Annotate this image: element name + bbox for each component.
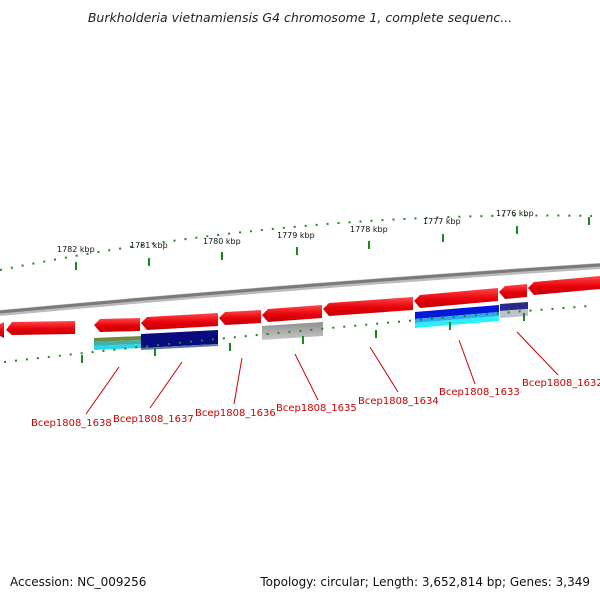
genome-stats-text: Topology: circular; Length: 3,652,814 bp… xyxy=(260,575,590,589)
feature-track xyxy=(94,302,528,350)
gene-arrow[interactable] xyxy=(323,297,413,316)
ruler-tick-label: 1781 kbp xyxy=(130,241,168,250)
accession-text: Accession: NC_009256 xyxy=(10,575,147,589)
inner-ruler-dots xyxy=(3,305,591,363)
gene-labels: Bcep1808_1638 Bcep1808_1637 Bcep1808_163… xyxy=(31,378,600,429)
gene-arrow[interactable] xyxy=(0,322,4,338)
feature-bar xyxy=(500,302,528,311)
feature-bar xyxy=(415,305,499,319)
gene-track xyxy=(0,276,600,338)
feature-bar xyxy=(262,322,323,340)
inner-ruler xyxy=(3,305,591,363)
chromosome-backbone xyxy=(0,263,600,316)
leader-line xyxy=(294,353,319,401)
gene-label[interactable]: Bcep1808_1633 xyxy=(439,387,520,398)
leader-line xyxy=(458,339,476,385)
backbone-line xyxy=(0,263,600,314)
feature-bar xyxy=(94,344,141,350)
gene-label[interactable]: Bcep1808_1638 xyxy=(31,418,112,429)
ruler-tick-label: 1782 kbp xyxy=(57,245,95,254)
gene-arrow[interactable] xyxy=(414,288,498,308)
ruler-tick-label: 1778 kbp xyxy=(350,225,388,234)
ruler-tick-label: 1776 kbp xyxy=(496,209,534,218)
gene-label[interactable]: Bcep1808_1632 xyxy=(522,378,600,389)
leader-line xyxy=(149,361,183,409)
outer-ruler-dots xyxy=(0,214,593,271)
gene-arrow[interactable] xyxy=(94,318,140,332)
outer-ruler xyxy=(0,214,593,271)
gene-label[interactable]: Bcep1808_1637 xyxy=(113,414,194,425)
gene-arrow[interactable] xyxy=(6,321,75,335)
gene-label[interactable]: Bcep1808_1634 xyxy=(358,396,439,407)
inner-ruler-major-ticks xyxy=(81,313,525,363)
gene-label-leaders xyxy=(85,331,559,415)
feature-bar xyxy=(141,330,218,348)
gene-arrow[interactable] xyxy=(499,284,527,299)
ruler-tick-label: 1777 kbp xyxy=(423,217,461,226)
map-title: Burkholderia vietnamiensis G4 chromosome… xyxy=(87,10,513,25)
leader-line xyxy=(516,331,559,376)
leader-line xyxy=(233,357,243,405)
gene-label[interactable]: Bcep1808_1636 xyxy=(195,408,276,419)
gene-arrow[interactable] xyxy=(528,276,600,295)
gene-arrow[interactable] xyxy=(141,313,218,330)
ruler-tick-label: 1780 kbp xyxy=(203,237,241,246)
feature-bar xyxy=(141,344,218,350)
feature-bar xyxy=(415,312,499,323)
leader-line xyxy=(85,366,120,415)
ruler-labels: 1782 kbp 1781 kbp 1780 kbp 1779 kbp 1778… xyxy=(57,209,534,254)
feature-bar xyxy=(415,316,499,328)
ruler-tick-label: 1779 kbp xyxy=(277,231,315,240)
gene-arrow[interactable] xyxy=(219,310,261,325)
outer-ruler-major-ticks xyxy=(75,217,590,270)
feature-bar xyxy=(500,309,528,318)
gene-label[interactable]: Bcep1808_1635 xyxy=(276,403,357,414)
gene-arrow[interactable] xyxy=(262,305,322,322)
leader-line xyxy=(369,346,399,393)
